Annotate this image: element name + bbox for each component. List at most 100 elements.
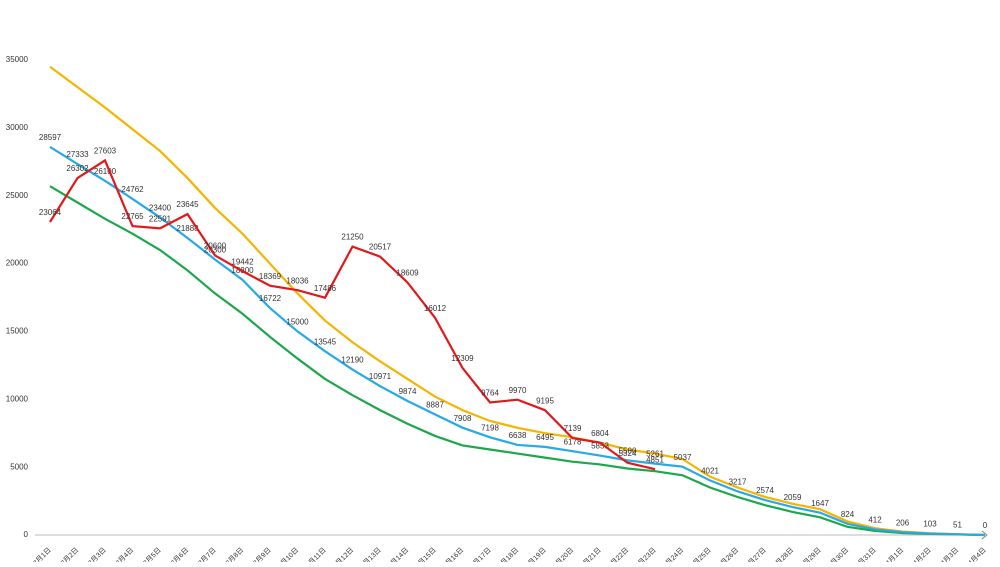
data-label: 18369 (259, 272, 282, 281)
data-label: 20300 (204, 246, 227, 255)
y-tick-label: 0 (24, 530, 29, 539)
data-label: 9970 (509, 386, 527, 395)
x-tick-label: 3月27日 (744, 546, 768, 562)
data-label: 1647 (811, 499, 829, 508)
x-tick-label: 3月11日 (304, 546, 327, 562)
x-tick-label: 3月4日 (114, 546, 135, 562)
x-tick-label: 3月8日 (224, 546, 245, 562)
data-label: 22591 (149, 215, 172, 224)
x-tick-label: 3月21日 (579, 546, 603, 562)
data-label: 8887 (426, 401, 444, 410)
x-tick-label: 3月3日 (87, 546, 108, 562)
x-tick-label: 3月6日 (169, 546, 190, 562)
x-tick-label: 3月7日 (197, 546, 218, 562)
y-tick-label: 30000 (6, 123, 29, 132)
axis-arrow (981, 530, 988, 540)
data-label: 103 (923, 520, 937, 529)
y-tick-label: 25000 (6, 191, 29, 200)
x-tick-label: 4月3日 (939, 546, 960, 562)
y-tick-label: 5000 (10, 462, 28, 471)
series-line (49, 65, 986, 537)
data-label: 7139 (564, 424, 582, 433)
x-tick-label: 3月17日 (469, 546, 493, 562)
data-label: 5037 (674, 453, 692, 462)
data-label: 10971 (369, 372, 392, 381)
x-tick-label: 3月16日 (441, 546, 465, 562)
x-tick-label: 3月23日 (634, 546, 658, 562)
data-label: 5500 (619, 446, 637, 455)
x-tick-label: 4月2日 (912, 546, 933, 562)
data-label: 412 (868, 516, 882, 525)
data-label: 6495 (536, 433, 554, 442)
x-tick-label: 3月25日 (689, 546, 713, 562)
data-label: 26100 (94, 167, 117, 176)
x-tick-label: 3月9日 (252, 546, 273, 562)
data-label: 27603 (94, 146, 117, 155)
data-label: 6178 (564, 437, 582, 446)
x-tick-label: 3月22日 (606, 546, 630, 562)
x-tick-label: 3月20日 (551, 546, 575, 562)
data-label: 6804 (591, 429, 609, 438)
series-line (49, 145, 986, 537)
data-label: 5261 (646, 450, 664, 459)
x-tick-label: 3月19日 (524, 546, 548, 562)
data-label: 4021 (701, 467, 719, 476)
data-label: 18036 (286, 276, 309, 285)
y-tick-label: 35000 (6, 55, 29, 64)
data-label: 9874 (399, 387, 417, 396)
y-tick-label: 20000 (6, 259, 29, 268)
x-tick-label: 3月10日 (276, 546, 300, 562)
data-label: 12190 (341, 356, 364, 365)
data-label: 18609 (396, 269, 419, 278)
data-label: 9764 (481, 389, 499, 398)
x-tick-label: 3月13日 (359, 546, 383, 562)
data-label: 12309 (451, 354, 474, 363)
data-label: 27333 (66, 150, 89, 159)
data-label: 23400 (149, 204, 172, 213)
x-tick-label: 3月29日 (799, 546, 823, 562)
data-label: 21250 (341, 233, 364, 242)
data-label: 6638 (509, 431, 527, 440)
data-label: 5853 (591, 442, 609, 451)
data-label: 22765 (121, 212, 144, 221)
series-line (49, 185, 986, 537)
data-label: 7908 (454, 414, 472, 423)
data-label: 824 (841, 510, 855, 519)
series-line (49, 158, 656, 471)
x-tick-label: 3月18日 (496, 546, 520, 562)
data-label: 23064 (39, 208, 62, 217)
x-tick-label: 3月1日 (32, 546, 53, 562)
data-label: 21888 (176, 224, 199, 233)
data-label: 0 (983, 521, 988, 530)
x-tick-label: 3月2日 (59, 546, 80, 562)
data-label: 28597 (39, 133, 62, 142)
data-label: 2574 (756, 486, 774, 495)
y-tick-label: 15000 (6, 327, 29, 336)
data-label: 7198 (481, 423, 499, 432)
data-label: 20600 (204, 242, 227, 251)
x-tick-label: 3月31日 (854, 546, 878, 562)
x-tick-label: 3月15日 (414, 546, 438, 562)
x-tick-label: 3月12日 (331, 546, 355, 562)
data-label: 3217 (729, 477, 747, 486)
data-label: 16722 (259, 294, 282, 303)
x-tick-label: 4月4日 (967, 546, 988, 562)
x-tick-label: 4月1日 (884, 546, 905, 562)
x-tick-label: 3月14日 (386, 546, 410, 562)
data-label: 17486 (314, 284, 337, 293)
x-tick-label: 3月30日 (826, 546, 850, 562)
data-label: 26302 (66, 164, 89, 173)
data-label: 13545 (314, 337, 337, 346)
data-label: 51 (953, 520, 962, 529)
data-label: 9195 (536, 396, 554, 405)
data-label: 4851 (646, 455, 664, 464)
data-label: 2059 (784, 493, 802, 502)
data-label: 5324 (619, 449, 637, 458)
data-label: 23645 (176, 200, 199, 209)
data-label: 19442 (231, 257, 254, 266)
x-tick-label: 3月26日 (716, 546, 740, 562)
data-label: 206 (896, 518, 910, 527)
x-tick-label: 3月24日 (661, 546, 685, 562)
data-label: 20517 (369, 243, 392, 252)
data-label: 16012 (424, 304, 447, 313)
